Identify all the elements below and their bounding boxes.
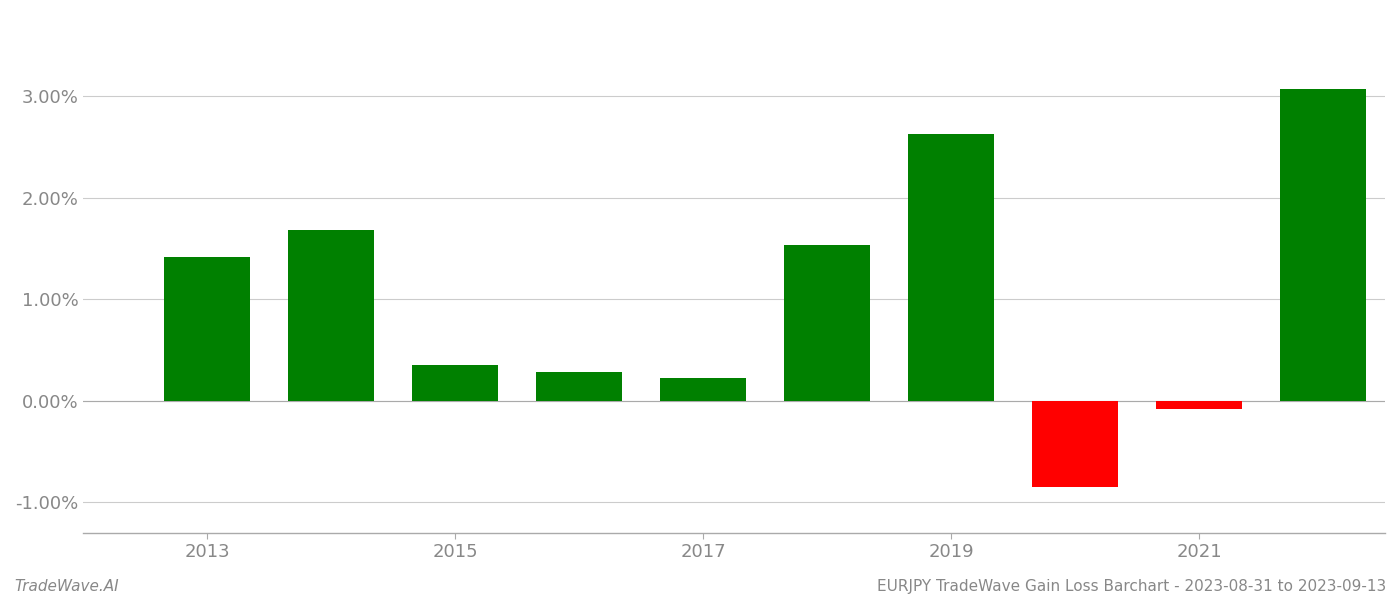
Bar xyxy=(784,245,871,401)
Bar xyxy=(536,372,623,401)
Bar xyxy=(659,379,746,401)
Bar xyxy=(164,257,251,401)
Bar xyxy=(1155,401,1242,409)
Bar xyxy=(287,230,374,401)
Bar xyxy=(1032,401,1119,487)
Bar xyxy=(412,365,498,401)
Text: EURJPY TradeWave Gain Loss Barchart - 2023-08-31 to 2023-09-13: EURJPY TradeWave Gain Loss Barchart - 20… xyxy=(876,579,1386,594)
Bar xyxy=(1280,89,1366,401)
Text: TradeWave.AI: TradeWave.AI xyxy=(14,579,119,594)
Bar xyxy=(907,134,994,401)
